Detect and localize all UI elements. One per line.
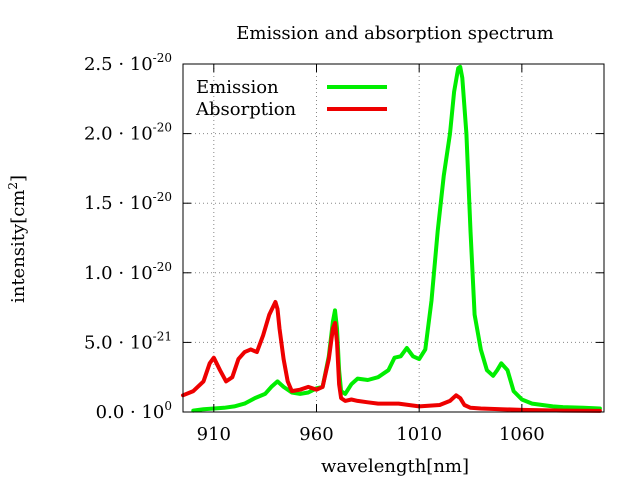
series-line-emission (191, 64, 602, 413)
y-tick-label: 1.0 · 10-20 (84, 260, 172, 284)
x-tick-label: 1010 (396, 424, 442, 445)
series-layer (181, 64, 602, 413)
chart-title: Emission and absorption spectrum (236, 23, 554, 44)
legend-label-emission: Emission (196, 77, 279, 98)
tick-marks (183, 63, 604, 413)
series-line-absorption (181, 300, 602, 413)
legend-item-absorption: Absorption (195, 99, 387, 120)
plot-frame (182, 63, 605, 413)
y-tick-label: 5.0 · 10-21 (84, 329, 172, 353)
x-axis-label: wavelength[nm] (321, 456, 469, 477)
y-tick-label: 2.0 · 10-20 (84, 121, 172, 145)
x-tick-label: 1060 (499, 424, 545, 445)
y-tick-label: 1.5 · 10-20 (84, 190, 172, 214)
y-tick-labels: 0.0 · 100 5.0 · 10-21 1.0 · 10-20 1.5 · 10-… (84, 51, 172, 423)
y-tick-label: 2.5 · 10-20 (84, 51, 172, 75)
y-tick-label: 0.0 · 100 (96, 399, 172, 423)
x-tick-label: 910 (197, 424, 231, 445)
legend-label-absorption: Absorption (195, 99, 297, 120)
x-tick-label: 960 (299, 424, 333, 445)
x-tick-labels: 910 960 1010 1060 (197, 424, 545, 445)
legend: Emission Absorption (195, 77, 387, 120)
legend-item-emission: Emission (196, 77, 387, 98)
y-axis-label: intensity[cm2] (6, 175, 29, 303)
